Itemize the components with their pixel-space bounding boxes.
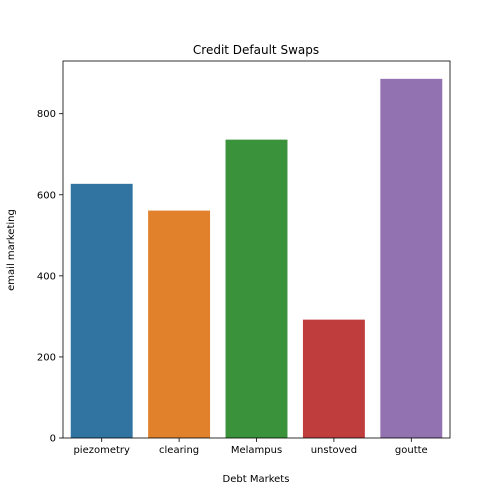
x-tick-label: piezometry bbox=[73, 445, 130, 456]
x-axis-title: Debt Markets bbox=[223, 474, 290, 485]
y-tick-label: 0 bbox=[50, 434, 56, 445]
x-tick-label: unstoved bbox=[311, 445, 357, 456]
x-tick-label: Melampus bbox=[231, 445, 282, 456]
y-tick-label: 200 bbox=[37, 352, 56, 363]
chart-title: Credit Default Swaps bbox=[193, 43, 319, 57]
y-tick-label: 400 bbox=[37, 271, 56, 282]
bar-clearing bbox=[148, 210, 211, 438]
y-axis-title: email marketing bbox=[6, 209, 17, 291]
bars-group bbox=[70, 78, 443, 439]
bar-goutte bbox=[380, 78, 443, 439]
x-tick-label: clearing bbox=[159, 445, 199, 456]
bar-piezometry bbox=[70, 183, 133, 438]
bar-unstoved bbox=[302, 319, 365, 438]
bar-melampus bbox=[225, 139, 288, 438]
y-tick-label: 600 bbox=[37, 190, 56, 201]
y-axis: 0 200 400 600 800 bbox=[37, 109, 63, 445]
x-tick-label: goutte bbox=[395, 445, 428, 456]
x-axis: piezometry clearing Melampus unstoved goutte bbox=[73, 438, 428, 456]
plot-frame bbox=[62, 60, 451, 439]
y-tick-label: 800 bbox=[37, 109, 56, 120]
